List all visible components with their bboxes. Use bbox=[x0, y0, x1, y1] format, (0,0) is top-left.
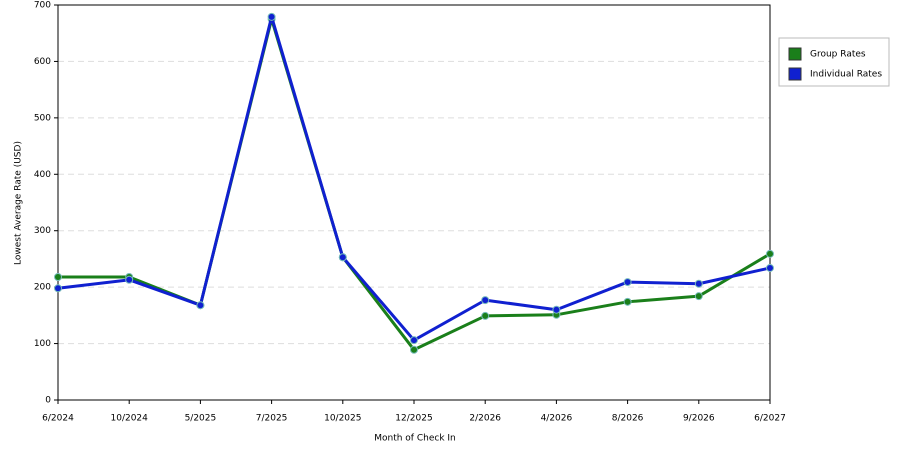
x-tick-label: 5/2025 bbox=[185, 414, 217, 424]
x-axis-title: Month of Check In bbox=[374, 434, 456, 444]
data-point bbox=[694, 292, 703, 301]
data-point bbox=[481, 296, 490, 305]
data-point bbox=[766, 263, 774, 272]
x-tick-label: 4/2026 bbox=[541, 414, 573, 424]
y-tick-label: 700 bbox=[34, 1, 51, 11]
y-tick-label: 500 bbox=[34, 113, 51, 123]
data-point bbox=[694, 279, 703, 288]
x-tick-label: 6/2027 bbox=[754, 414, 786, 424]
data-point bbox=[267, 12, 276, 21]
data-point bbox=[552, 305, 561, 314]
x-tick-label: 10/2025 bbox=[324, 414, 361, 424]
y-tick-label: 100 bbox=[34, 339, 51, 349]
data-point bbox=[481, 311, 490, 320]
data-point bbox=[54, 284, 62, 293]
series-line bbox=[57, 15, 771, 342]
y-tick-label: 600 bbox=[34, 57, 51, 67]
y-tick-label: 0 bbox=[45, 396, 51, 406]
legend-swatch bbox=[788, 47, 802, 61]
x-tick-label: 6/2024 bbox=[42, 414, 74, 424]
data-point bbox=[410, 345, 418, 354]
x-tick-label: 10/2024 bbox=[111, 414, 149, 424]
data-point bbox=[338, 253, 347, 262]
series-line bbox=[58, 17, 771, 352]
data-point bbox=[766, 249, 774, 258]
x-tick-label: 7/2025 bbox=[256, 414, 288, 424]
data-point bbox=[623, 278, 632, 287]
legend-label: Group Rates bbox=[810, 50, 866, 60]
data-point bbox=[410, 336, 418, 345]
data-point bbox=[125, 275, 134, 284]
data-point bbox=[196, 301, 205, 310]
data-point bbox=[623, 297, 632, 306]
x-tick-label: 12/2025 bbox=[395, 414, 432, 424]
x-tick-label: 2/2026 bbox=[469, 414, 501, 424]
legend-label: Individual Rates bbox=[810, 70, 882, 80]
x-tick-label: 9/2026 bbox=[683, 414, 715, 424]
y-tick-label: 200 bbox=[34, 283, 51, 293]
data-point bbox=[54, 272, 62, 281]
y-tick-label: 400 bbox=[34, 170, 51, 180]
y-tick-label: 300 bbox=[34, 226, 51, 236]
x-tick-label: 8/2026 bbox=[612, 414, 644, 424]
y-axis-title: Lowest Average Rate (USD) bbox=[14, 141, 24, 265]
legend-swatch bbox=[788, 67, 802, 81]
